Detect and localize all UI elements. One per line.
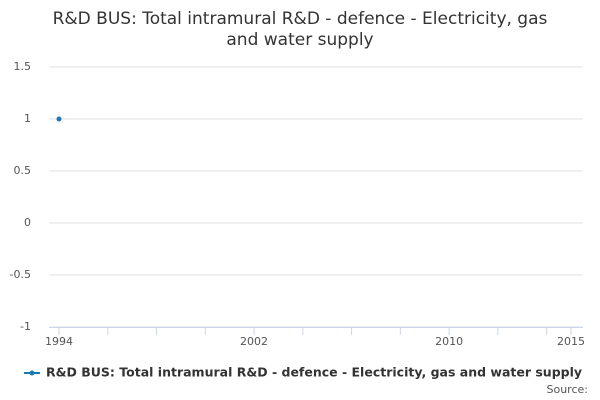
title-line: and water supply	[226, 30, 373, 50]
x-tick-label: 2015	[557, 335, 585, 348]
chart-title: R&D BUS: Total intramural R&D - defence …	[53, 9, 548, 50]
title-line: R&D BUS: Total intramural R&D - defence …	[53, 9, 548, 29]
y-tick-label: 1.5	[14, 60, 32, 73]
y-tick-label: 0	[24, 216, 31, 229]
legend-symbol	[29, 370, 35, 376]
point	[56, 116, 62, 122]
x-tick-label: 2010	[435, 335, 463, 348]
x-tick-label: 2002	[240, 335, 268, 348]
y-tick-label: 1	[24, 112, 31, 125]
y-tick-label: 0.5	[14, 164, 32, 177]
y-tick-label: -1	[20, 320, 31, 333]
x-tick-label: 1994	[45, 335, 73, 348]
legend-label: R&D BUS: Total intramural R&D - defence …	[46, 365, 582, 380]
y-tick-label: -0.5	[10, 268, 31, 281]
source: Source:	[547, 383, 589, 396]
